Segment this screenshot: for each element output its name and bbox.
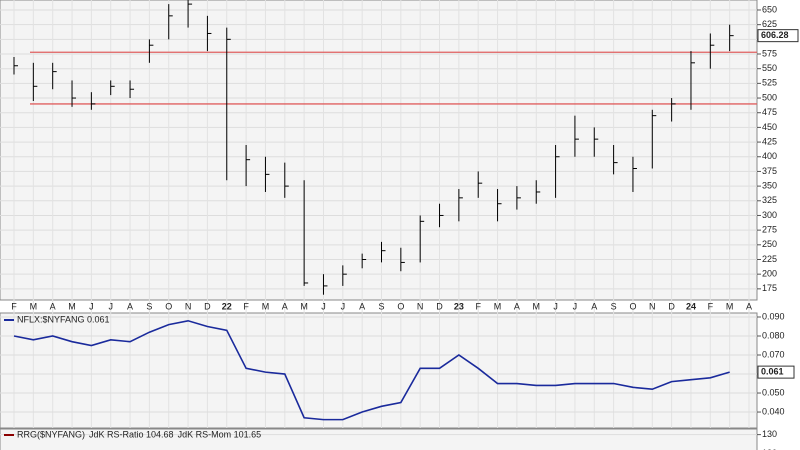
x-tick-label: D [204, 301, 211, 311]
y-tick-label: 300 [762, 210, 777, 220]
last-price-box [757, 29, 799, 43]
ratio-line [13, 319, 730, 421]
ratio-panel [0, 312, 758, 429]
x-tick-label: F [243, 301, 249, 311]
x-tick-label: D [668, 301, 675, 311]
x-tick-label: 22 [222, 301, 232, 311]
x-tick-label: S [611, 301, 617, 311]
y-tick-label: 575 [762, 48, 777, 58]
last-price-label: 606.28 [761, 30, 789, 40]
x-tick-label: A [514, 301, 520, 311]
y-tick-label: 250 [762, 239, 777, 249]
x-tick-label: S [146, 301, 152, 311]
x-tick-label: A [359, 301, 365, 311]
y-tick-label: 475 [762, 107, 777, 117]
last-value-box [757, 365, 795, 379]
y-tick-label: 0.050 [762, 387, 785, 397]
x-tick-label: M [726, 301, 734, 311]
x-tick-label: J [321, 301, 326, 311]
x-tick-label: 24 [686, 301, 696, 311]
y-tick-label: 175 [762, 283, 777, 293]
last-value-label: 0.061 [761, 366, 784, 376]
y-tick-label: 500 [762, 92, 777, 102]
x-tick-label: A [50, 301, 56, 311]
y-tick-label: 375 [762, 166, 777, 176]
x-tick-label: J [341, 301, 346, 311]
x-tick-label: N [185, 301, 192, 311]
x-tick-label: A [591, 301, 597, 311]
x-tick-label: A [127, 301, 133, 311]
x-tick-label: F [11, 301, 17, 311]
y-tick-label: 225 [762, 254, 777, 264]
y-tick-label: 650 [762, 4, 777, 14]
y-tick-label: 350 [762, 180, 777, 190]
x-tick-label: F [708, 301, 714, 311]
x-tick-label: J [89, 301, 94, 311]
y-tick-label: 325 [762, 195, 777, 205]
x-tick-label: N [649, 301, 656, 311]
y-tick-label: 425 [762, 136, 777, 146]
x-tick-label: A [746, 301, 752, 311]
y-tick-label: 275 [762, 225, 777, 235]
x-tick-label: M [30, 301, 38, 311]
x-tick-label: F [475, 301, 481, 311]
panel-title: NFLX:$NYFANG 0.061 [17, 314, 110, 324]
x-tick-label: J [553, 301, 558, 311]
x-tick-label: M [532, 301, 540, 311]
y-tick-label: 120 [762, 448, 777, 450]
panel-title: JdK RS-Mom 101.65 [178, 429, 262, 439]
x-tick-label: D [436, 301, 443, 311]
x-tick-label: M [494, 301, 502, 311]
x-tick-label: 23 [454, 301, 464, 311]
x-tick-label: A [282, 301, 288, 311]
panel-title: RRG($NYFANG) [17, 429, 85, 439]
y-tick-label: 525 [762, 78, 777, 88]
x-tick-label: M [262, 301, 270, 311]
y-tick-label: 550 [762, 63, 777, 73]
y-tick-label: 450 [762, 122, 777, 132]
panel-title: JdK RS-Ratio 104.68 [89, 429, 174, 439]
x-tick-label: N [417, 301, 424, 311]
y-tick-label: 130 [762, 429, 777, 439]
x-tick-label: M [68, 301, 76, 311]
price-panel [0, 0, 758, 301]
y-tick-label: 0.090 [762, 311, 785, 321]
x-tick-label: O [397, 301, 404, 311]
x-tick-label: O [629, 301, 636, 311]
y-tick-label: 200 [762, 269, 777, 279]
x-tick-label: J [573, 301, 578, 311]
x-tick-label: S [378, 301, 384, 311]
y-tick-label: 400 [762, 151, 777, 161]
x-tick-label: M [300, 301, 308, 311]
y-tick-label: 0.070 [762, 349, 785, 359]
y-tick-label: 0.080 [762, 330, 785, 340]
x-tick-label: O [165, 301, 172, 311]
y-tick-label: 625 [762, 19, 777, 29]
y-tick-label: 0.040 [762, 406, 785, 416]
x-tick-label: J [108, 301, 113, 311]
